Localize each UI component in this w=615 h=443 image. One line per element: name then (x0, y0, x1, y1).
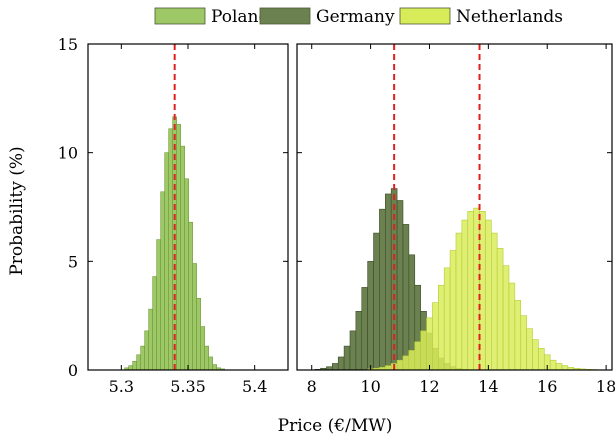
y-tick-label: 10 (58, 144, 78, 163)
bar-netherlands (461, 219, 469, 371)
bar-netherlands (426, 317, 433, 371)
legend-swatch (154, 7, 206, 25)
bar-poland (212, 364, 217, 371)
bar-poland (156, 239, 161, 371)
bar-poland (128, 365, 133, 371)
bar-germany (373, 232, 380, 371)
panel-poland: 5.3 5.35 5.4 0 5 10 15 (58, 35, 289, 396)
bar-netherlands (485, 219, 492, 371)
bar-netherlands (455, 232, 463, 371)
bar-netherlands (396, 359, 404, 371)
bar-germany (367, 261, 374, 371)
legend-entry-germany: Germany (259, 7, 395, 27)
y-tick-label: 0 (68, 361, 78, 380)
bar-netherlands (561, 365, 569, 371)
x-tick-label: 14 (478, 377, 498, 396)
bar-poland (136, 354, 141, 371)
bar-netherlands (408, 350, 416, 371)
bar-germany (361, 287, 368, 371)
bar-poland (204, 345, 209, 371)
bar-netherlands (514, 300, 522, 371)
bar-germany (332, 363, 339, 371)
bar-netherlands (532, 339, 539, 371)
y-axis-label: Probability (%) (7, 146, 27, 275)
bar-poland (188, 221, 193, 371)
bar-germany (355, 311, 363, 371)
bar-poland (208, 356, 213, 371)
legend-swatch (399, 7, 451, 25)
bar-poland (196, 297, 201, 371)
bar-netherlands (502, 265, 510, 371)
x-tick-label: 5.35 (170, 377, 206, 396)
x-tick-label: 5.4 (242, 377, 267, 396)
legend-entry-netherlands: Netherlands (399, 7, 563, 27)
bar-netherlands (420, 330, 427, 371)
bar-poland (160, 191, 165, 371)
legend-label: Netherlands (456, 7, 563, 27)
bar-poland (132, 361, 137, 371)
bar-netherlands (443, 267, 451, 371)
bar-poland (168, 128, 173, 371)
bar-netherlands (520, 315, 527, 371)
legend-swatch (259, 7, 311, 25)
bar-netherlands (490, 232, 498, 371)
x-axis-label: Price (€/MW) (278, 416, 393, 436)
bar-poland (152, 276, 157, 371)
bar-netherlands (496, 247, 504, 371)
panel-germany-netherlands: 8 10 12 14 16 18 (296, 43, 615, 396)
bar-germany (337, 356, 345, 371)
bar-poland (164, 152, 169, 371)
bar-netherlands (526, 328, 533, 371)
y-tick-label: 5 (68, 252, 78, 271)
bar-netherlands (508, 282, 516, 371)
bar-poland (180, 145, 185, 371)
bar-poland (148, 308, 153, 371)
x-tick-label: 8 (307, 377, 317, 396)
axes-frame (296, 43, 613, 371)
bar-germany (349, 330, 357, 371)
bar-germany (343, 345, 351, 371)
bar-netherlands (414, 341, 421, 371)
bar-poland (144, 330, 149, 371)
legend-label: Poland (211, 7, 270, 27)
legend-entry-poland: Poland (154, 7, 270, 27)
bar-netherlands (555, 363, 563, 371)
bar-germany (396, 200, 404, 371)
legend: Poland Germany Netherlands (154, 7, 563, 27)
y-tick-label: 15 (58, 35, 78, 54)
x-tick-label: 5.3 (109, 377, 134, 396)
bar-poland (184, 178, 189, 371)
bar-poland (176, 124, 181, 371)
bar-netherlands (538, 347, 545, 371)
x-tick-label: 16 (537, 377, 557, 396)
bar-germany (402, 224, 410, 371)
bar-netherlands (402, 355, 410, 371)
bar-netherlands (549, 359, 557, 371)
x-tick-label: 10 (360, 377, 380, 396)
bar-germany (385, 193, 392, 371)
bar-germany (379, 208, 386, 371)
x-tick-label: 18 (596, 377, 615, 396)
bar-poland (200, 326, 205, 371)
bar-netherlands (432, 302, 439, 371)
bar-netherlands (467, 211, 474, 371)
legend-label: Germany (316, 7, 395, 27)
bar-poland (192, 263, 197, 371)
bar-netherlands (438, 284, 445, 371)
x-tick-label: 12 (419, 377, 439, 396)
bar-netherlands (449, 250, 457, 371)
bar-poland (140, 345, 145, 371)
bar-netherlands (385, 365, 392, 371)
